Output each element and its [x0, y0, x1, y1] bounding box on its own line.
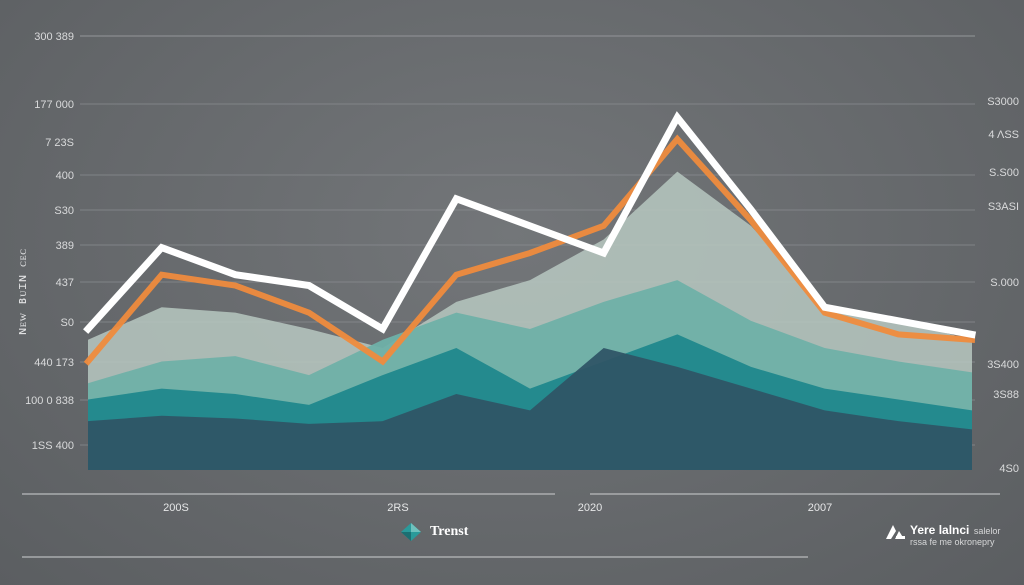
y-tick-left: 177 000	[34, 99, 74, 111]
y-tick-right: S.S00	[989, 167, 1019, 179]
y-tick-right: S3000	[987, 96, 1019, 108]
white-line	[83, 111, 977, 339]
diamond-icon	[401, 523, 421, 541]
y-tick-right: 3S88	[993, 389, 1019, 401]
brand-subtitle: rssa fe me okronepry	[910, 537, 995, 547]
area-band	[88, 347, 972, 470]
y-tick-left: 437	[56, 277, 74, 289]
y-axis-label: ɴᴇᴡ ʙᴜɪɴ ᴄᴇᴄ	[15, 248, 29, 335]
y-tick-right: S3ASI	[988, 201, 1019, 213]
x-tick: 200S	[163, 502, 189, 514]
legend-label: Trenst	[430, 524, 469, 539]
y-tick-left: S30	[54, 205, 74, 217]
legend: Trenst	[400, 522, 468, 542]
y-axis-left-ticks: 300 389 177 000 7 23S 400 S30 389 437 S0 440 173…	[25, 31, 74, 452]
y-axis-right-ticks: S3000 4 ΛSS S.S00 S3ASI S.000 3S400 3S88 4S0	[987, 96, 1019, 475]
brand-title: Yere lalnci salelor	[910, 523, 1001, 537]
y-tick-left: S0	[61, 317, 74, 329]
y-tick-left: 440 173	[34, 357, 74, 369]
y-tick-left: 300 389	[34, 31, 74, 43]
y-tick-right: 3S400	[987, 359, 1019, 371]
y-tick-left: 100 0 838	[25, 395, 74, 407]
y-tick-right: S.000	[990, 277, 1019, 289]
y-tick-left: 389	[56, 240, 74, 252]
y-tick-right: 4 ΛSS	[988, 129, 1019, 141]
y-tick-left: 7 23S	[45, 137, 74, 149]
area-series	[88, 171, 972, 470]
x-axis-ticks: 200S 2RS 2020 2007	[163, 502, 832, 514]
x-tick: 2020	[578, 502, 602, 514]
y-tick-left: 1SS 400	[32, 440, 74, 452]
x-tick: 2RS	[387, 502, 408, 514]
line-series	[83, 111, 977, 366]
x-tick: 2007	[808, 502, 832, 514]
brand: Yere lalnci salelor rssa fe me okronepry	[884, 524, 1000, 548]
y-tick-left: 400	[56, 170, 74, 182]
y-tick-right: 4S0	[999, 463, 1019, 475]
logo-icon	[886, 525, 905, 539]
orange-line	[83, 134, 976, 366]
